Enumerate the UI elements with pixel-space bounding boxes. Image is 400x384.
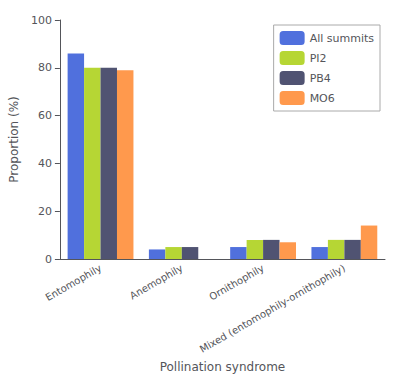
svg-text:All summits: All summits [310, 32, 375, 45]
svg-text:Ornithophily: Ornithophily [207, 262, 266, 302]
svg-text:80: 80 [38, 61, 52, 74]
svg-text:PB4: PB4 [310, 72, 331, 85]
svg-text:Entomophily: Entomophily [44, 262, 104, 303]
svg-text:20: 20 [38, 205, 52, 218]
svg-text:Pollination syndrome: Pollination syndrome [160, 360, 286, 374]
svg-text:60: 60 [38, 109, 52, 122]
svg-text:100: 100 [31, 14, 52, 27]
svg-text:Proportion (%): Proportion (%) [7, 96, 21, 183]
svg-text:PI2: PI2 [310, 52, 327, 65]
svg-text:Mixed (entomophily-ornithophil: Mixed (entomophily-ornithophily) [198, 262, 347, 355]
svg-text:MO6: MO6 [310, 92, 335, 105]
svg-text:40: 40 [38, 157, 52, 170]
svg-text:0: 0 [45, 253, 52, 266]
svg-text:Anemophily: Anemophily [128, 262, 185, 301]
